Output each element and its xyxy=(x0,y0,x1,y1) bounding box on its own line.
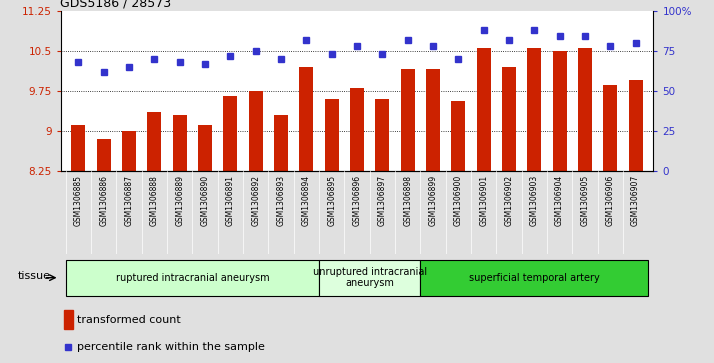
Bar xyxy=(376,99,389,171)
Bar xyxy=(97,139,111,171)
Text: transformed count: transformed count xyxy=(77,315,181,325)
Text: GSM1306903: GSM1306903 xyxy=(530,175,539,226)
Bar xyxy=(426,69,440,171)
Bar xyxy=(350,88,364,171)
Bar xyxy=(421,260,648,295)
Text: GDS5186 / 28573: GDS5186 / 28573 xyxy=(60,0,171,10)
Text: GSM1306896: GSM1306896 xyxy=(353,175,361,226)
Text: tissue: tissue xyxy=(19,271,51,281)
Bar xyxy=(603,85,617,171)
Text: GSM1306898: GSM1306898 xyxy=(403,175,412,226)
Bar xyxy=(198,125,212,171)
Text: GSM1306887: GSM1306887 xyxy=(124,175,134,226)
Bar xyxy=(299,67,313,171)
Bar xyxy=(223,96,237,171)
Bar xyxy=(325,99,338,171)
Bar xyxy=(122,131,136,171)
Text: GSM1306901: GSM1306901 xyxy=(479,175,488,226)
Text: GSM1306900: GSM1306900 xyxy=(454,175,463,226)
Text: GSM1306905: GSM1306905 xyxy=(580,175,590,226)
Text: GSM1306892: GSM1306892 xyxy=(251,175,260,226)
Text: GSM1306886: GSM1306886 xyxy=(99,175,109,226)
Text: GSM1306907: GSM1306907 xyxy=(631,175,640,226)
Bar xyxy=(553,51,567,171)
Text: GSM1306890: GSM1306890 xyxy=(201,175,209,226)
Text: GSM1306894: GSM1306894 xyxy=(302,175,311,226)
Text: GSM1306888: GSM1306888 xyxy=(150,175,159,226)
Text: unruptured intracranial
aneurysm: unruptured intracranial aneurysm xyxy=(313,267,427,289)
Text: GSM1306904: GSM1306904 xyxy=(555,175,564,226)
Text: GSM1306906: GSM1306906 xyxy=(605,175,615,226)
Bar xyxy=(502,67,516,171)
Text: GSM1306891: GSM1306891 xyxy=(226,175,235,226)
Bar xyxy=(173,115,186,171)
Bar xyxy=(274,115,288,171)
Bar xyxy=(528,48,541,171)
Text: GSM1306893: GSM1306893 xyxy=(276,175,286,226)
Bar xyxy=(401,69,415,171)
Bar xyxy=(319,260,421,295)
Text: percentile rank within the sample: percentile rank within the sample xyxy=(77,342,265,352)
Bar xyxy=(628,80,643,171)
Bar xyxy=(71,125,86,171)
Text: GSM1306895: GSM1306895 xyxy=(327,175,336,226)
Text: GSM1306897: GSM1306897 xyxy=(378,175,387,226)
Text: ruptured intracranial aneurysm: ruptured intracranial aneurysm xyxy=(116,273,269,283)
Bar xyxy=(477,48,491,171)
Text: GSM1306899: GSM1306899 xyxy=(428,175,438,226)
Bar xyxy=(578,48,592,171)
Bar xyxy=(451,101,466,171)
Text: GSM1306902: GSM1306902 xyxy=(505,175,513,226)
Bar xyxy=(64,310,73,330)
Bar xyxy=(248,91,263,171)
Text: GSM1306889: GSM1306889 xyxy=(175,175,184,226)
Text: GSM1306885: GSM1306885 xyxy=(74,175,83,226)
Bar xyxy=(66,260,319,295)
Bar xyxy=(147,112,161,171)
Text: superficial temporal artery: superficial temporal artery xyxy=(469,273,600,283)
